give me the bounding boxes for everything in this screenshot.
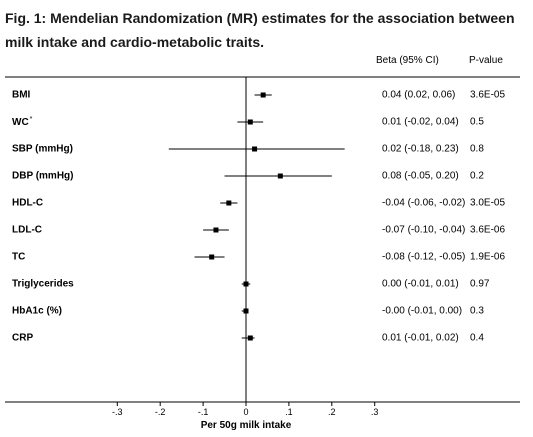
trait-label-triglycerides: Triglycerides	[12, 278, 74, 290]
point-estimate-hba1c	[243, 308, 249, 314]
p-value-triglycerides: 0.97	[470, 278, 490, 290]
beta-ci-wc: 0.01 (-0.02, 0.04)	[382, 116, 459, 128]
beta-ci-triglycerides: 0.00 (-0.01, 0.01)	[382, 278, 459, 290]
p-value-sbp-mmhg: 0.8	[470, 143, 484, 155]
point-estimate-sbp-mmhg	[252, 146, 258, 152]
beta-ci-hdl-c: -0.04 (-0.06, -0.02)	[382, 197, 466, 209]
beta-ci-dbp-mmhg: 0.08 (-0.05, 0.20)	[382, 170, 459, 182]
p-value-wc: 0.5	[470, 116, 484, 128]
trait-label-crp: CRP	[12, 332, 34, 344]
p-value-ldl-c: 3.6E-06	[470, 224, 506, 236]
point-estimate-dbp-mmhg	[277, 173, 283, 179]
point-estimate-crp	[247, 335, 253, 341]
point-estimate-tc	[209, 254, 215, 260]
trait-label-hdl-c: HDL-C	[12, 197, 44, 209]
p-value-dbp-mmhg: 0.2	[470, 170, 484, 182]
trait-label-dbp-mmhg: DBP (mmHg)	[12, 170, 74, 182]
p-value-tc: 1.9E-06	[470, 251, 506, 263]
x-tick-label-6: .3	[370, 407, 379, 417]
trait-label-tc: TC	[12, 251, 26, 263]
x-tick-label-3: 0	[243, 407, 249, 417]
trait-label-bmi: BMI	[12, 89, 31, 101]
p-value-header: P-value	[469, 55, 503, 66]
beta-ci-bmi: 0.04 (0.02, 0.06)	[382, 89, 456, 101]
p-value-hdl-c: 3.0E-05	[470, 197, 506, 209]
beta-ci-crp: 0.01 (-0.01, 0.02)	[382, 332, 459, 344]
p-value-bmi: 3.6E-05	[470, 89, 506, 101]
point-estimate-hdl-c	[226, 200, 232, 206]
point-estimate-ldl-c	[213, 227, 219, 233]
x-tick-label-2: -.1	[197, 407, 209, 417]
beta-ci-hba1c: -0.00 (-0.01, 0.00)	[382, 305, 463, 317]
beta-ci-ldl-c: -0.07 (-0.10, -0.04)	[382, 224, 466, 236]
point-estimate-triglycerides	[243, 281, 249, 287]
x-tick-label-0: -.3	[112, 407, 123, 417]
point-estimate-wc	[247, 119, 253, 125]
x-axis-label: Per 50g milk intake	[200, 420, 292, 431]
trait-label-hba1c: HbA1c (%)	[12, 305, 63, 317]
point-estimate-bmi	[260, 92, 266, 98]
trait-label-ldl-c: LDL-C	[12, 224, 42, 236]
p-value-crp: 0.4	[470, 332, 484, 344]
beta-ci-tc: -0.08 (-0.12, -0.05)	[382, 251, 466, 263]
beta-header: Beta (95% CI)	[376, 55, 439, 66]
trait-label-sbp-mmhg: SBP (mmHg)	[12, 143, 73, 155]
x-tick-label-1: -.2	[154, 407, 166, 417]
x-tick-label-5: .2	[328, 407, 336, 417]
x-tick-label-4: .1	[285, 407, 293, 417]
footnote-mark: *	[29, 115, 33, 123]
figure-caption: Fig. 1: Mendelian Randomization (MR) est…	[5, 10, 515, 50]
beta-ci-sbp-mmhg: 0.02 (-0.18, 0.23)	[382, 143, 459, 155]
p-value-hba1c: 0.3	[470, 305, 484, 317]
trait-label-wc: WC*	[12, 115, 33, 129]
